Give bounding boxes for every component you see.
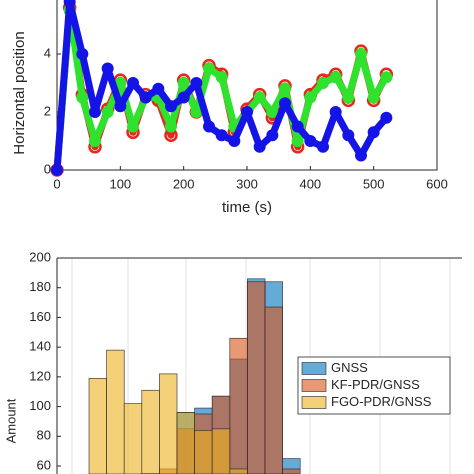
series-marker: [304, 91, 317, 104]
series-marker: [63, 0, 76, 8]
histogram-bar: [247, 281, 266, 474]
x-tick-label: 400: [299, 176, 321, 191]
histogram-bar: [176, 412, 195, 474]
histogram-bar: [282, 468, 301, 474]
x-tick-label: 200: [173, 176, 195, 191]
series-marker: [101, 106, 114, 118]
y-axis-label: Amount: [3, 398, 18, 443]
x-tick-label: 0: [53, 176, 60, 191]
series-marker: [203, 120, 215, 133]
series-marker: [329, 106, 342, 118]
series-marker: [89, 135, 101, 147]
series-marker: [317, 140, 329, 153]
histogram-bar: [229, 337, 248, 474]
series-marker: [114, 100, 127, 113]
histogram-bar: [106, 349, 125, 474]
x-tick-label: 600: [426, 176, 448, 191]
legend-swatch: [301, 379, 327, 392]
series-marker: [215, 71, 228, 84]
series-marker: [355, 48, 367, 60]
y-tick-label: 140: [29, 339, 51, 354]
series-marker: [76, 48, 89, 60]
series-marker: [177, 77, 190, 89]
series-marker: [380, 71, 393, 84]
series-marker: [380, 111, 393, 124]
y-tick-label: 200: [29, 249, 51, 264]
histogram-bar: [159, 373, 178, 474]
histogram-bar: [264, 306, 283, 474]
y-axis-label: Horizontal position: [11, 31, 28, 154]
histogram-bar: [229, 468, 248, 474]
series-marker: [253, 140, 266, 153]
series-marker: [317, 77, 329, 89]
y-tick-label: 120: [29, 368, 51, 383]
series-marker: [367, 91, 380, 104]
y-tick-label: 6: [44, 0, 51, 2]
legend-swatch: [301, 362, 327, 375]
series-marker: [127, 120, 139, 133]
legend-label: GNSS: [331, 360, 368, 375]
series-marker: [253, 91, 266, 104]
series-marker: [89, 106, 101, 118]
histogram-bar: [211, 428, 231, 474]
series-marker: [266, 129, 279, 142]
x-axis-label: time (s): [222, 199, 272, 216]
x-tick-label: 300: [236, 176, 258, 191]
legend-swatch: [301, 396, 327, 409]
series-marker: [342, 91, 355, 104]
series-marker: [101, 62, 114, 75]
histogram-bar: [123, 403, 143, 474]
histogram-bar: [141, 389, 160, 474]
series-marker: [127, 77, 139, 89]
series-marker: [190, 77, 203, 89]
series-marker: [367, 126, 380, 139]
legend-label: FGO-PDR/GNSS: [331, 394, 432, 409]
series-marker: [139, 91, 152, 104]
series-marker: [203, 62, 215, 75]
histogram-bar: [88, 378, 107, 474]
series-marker: [304, 135, 317, 147]
x-tick-label: 500: [363, 176, 385, 191]
y-tick-label: 180: [29, 279, 51, 294]
series-marker: [76, 91, 89, 104]
x-tick-label: 100: [109, 176, 131, 191]
series-marker: [279, 82, 291, 95]
y-tick-label: 100: [29, 398, 51, 413]
series-marker: [165, 120, 177, 133]
series-marker: [342, 129, 355, 142]
series-marker: [51, 164, 63, 176]
series-marker: [266, 106, 279, 118]
series-marker: [241, 106, 253, 118]
series-marker: [152, 82, 165, 95]
y-tick-label: 2: [44, 103, 51, 118]
series-marker: [279, 97, 291, 110]
y-tick-label: 4: [44, 45, 51, 60]
series-marker: [215, 129, 228, 142]
series-marker: [355, 149, 367, 162]
series-marker: [329, 71, 342, 84]
series-marker: [177, 91, 190, 104]
histogram-bar: [194, 430, 213, 474]
y-tick-label: 80: [37, 428, 51, 443]
legend-label: KF-PDR/GNSS: [331, 377, 420, 392]
y-tick-label: 0: [44, 161, 51, 176]
y-tick-label: 60: [37, 457, 51, 472]
series-marker: [291, 120, 304, 133]
series-marker: [291, 135, 304, 147]
y-tick-label: 160: [29, 309, 51, 324]
series-marker: [228, 135, 241, 147]
series-marker: [165, 100, 177, 113]
